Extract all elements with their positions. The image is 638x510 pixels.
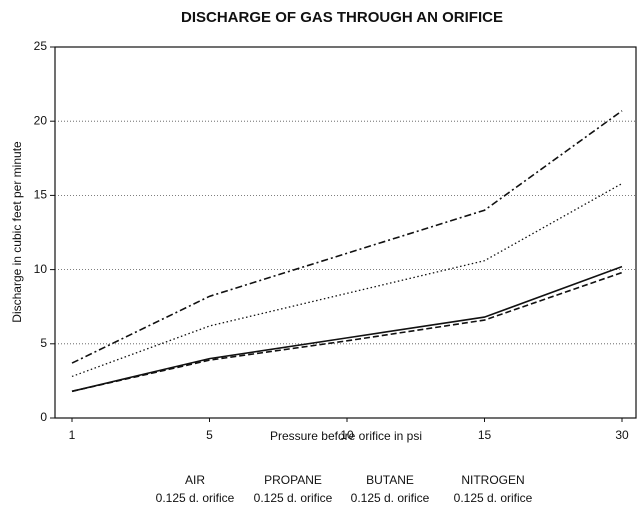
y-tick-label: 0	[40, 410, 47, 424]
series-line	[71, 271, 623, 393]
x-tick-label: 10	[340, 428, 354, 442]
series-line	[71, 265, 623, 393]
chart-title: DISCHARGE OF GAS THROUGH AN ORIFICE	[181, 9, 503, 26]
y-axis-label: Discharge in cubic feet per minute	[10, 141, 24, 323]
y-tick-label: 15	[34, 188, 48, 202]
legend-name: PROPANE	[264, 473, 322, 487]
x-tick-label: 30	[615, 428, 629, 442]
legend-description: 0.125 d. orifice	[156, 491, 235, 505]
legend-name: BUTANE	[366, 473, 414, 487]
series-line	[71, 110, 623, 364]
x-axis-label: Pressure before orifice in psi	[270, 429, 422, 443]
y-tick-label: 10	[34, 262, 48, 276]
x-tick-label: 1	[69, 428, 76, 442]
plot-frame	[54, 46, 637, 419]
legend-name: NITROGEN	[461, 473, 524, 487]
y-tick-label: 25	[34, 39, 48, 53]
legend-description: 0.125 d. orifice	[254, 491, 333, 505]
series-line	[71, 182, 623, 378]
x-tick-label: 15	[478, 428, 492, 442]
x-tick-label: 5	[206, 428, 213, 442]
y-tick-label: 20	[34, 113, 48, 127]
y-tick-label: 5	[40, 336, 47, 350]
legend-name: AIR	[185, 473, 205, 487]
legend-description: 0.125 d. orifice	[351, 491, 430, 505]
legend-description: 0.125 d. orifice	[454, 491, 533, 505]
